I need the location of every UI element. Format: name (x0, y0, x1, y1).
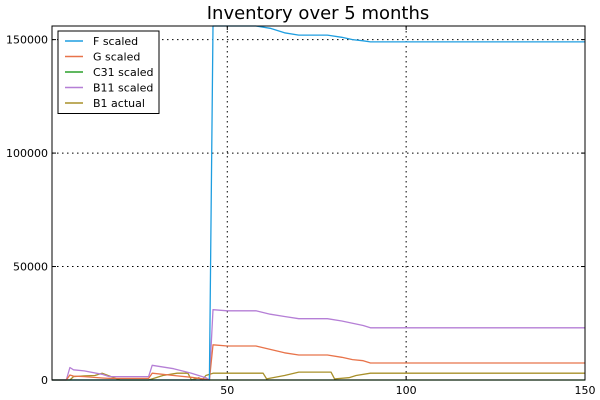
grid-lines (52, 26, 585, 380)
y-tick-label: 150000 (6, 34, 48, 47)
axis-ticks: 50 100 150 0 50000 100000 150000 (6, 26, 596, 397)
legend-label: B1 actual (93, 97, 145, 110)
legend-label: G scaled (93, 51, 140, 64)
series-line-b11-scaled (52, 309, 585, 381)
y-tick-label: 50000 (13, 261, 48, 274)
x-tick-label: 150 (575, 384, 596, 397)
x-tick-label: 50 (220, 384, 234, 397)
legend-label: F scaled (93, 35, 138, 48)
series-line-g-scaled (52, 344, 585, 381)
x-tick-label: 100 (396, 384, 417, 397)
chart-title: Inventory over 5 months (207, 3, 430, 24)
legend-label: B11 scaled (93, 82, 153, 95)
y-tick-label: 100000 (6, 147, 48, 160)
y-tick-label: 0 (41, 374, 48, 387)
plot-frame (51, 25, 586, 381)
legend-label: C31 scaled (93, 66, 154, 79)
legend: F scaled G scaled C31 scaled B11 scaled B1 a… (57, 30, 160, 114)
